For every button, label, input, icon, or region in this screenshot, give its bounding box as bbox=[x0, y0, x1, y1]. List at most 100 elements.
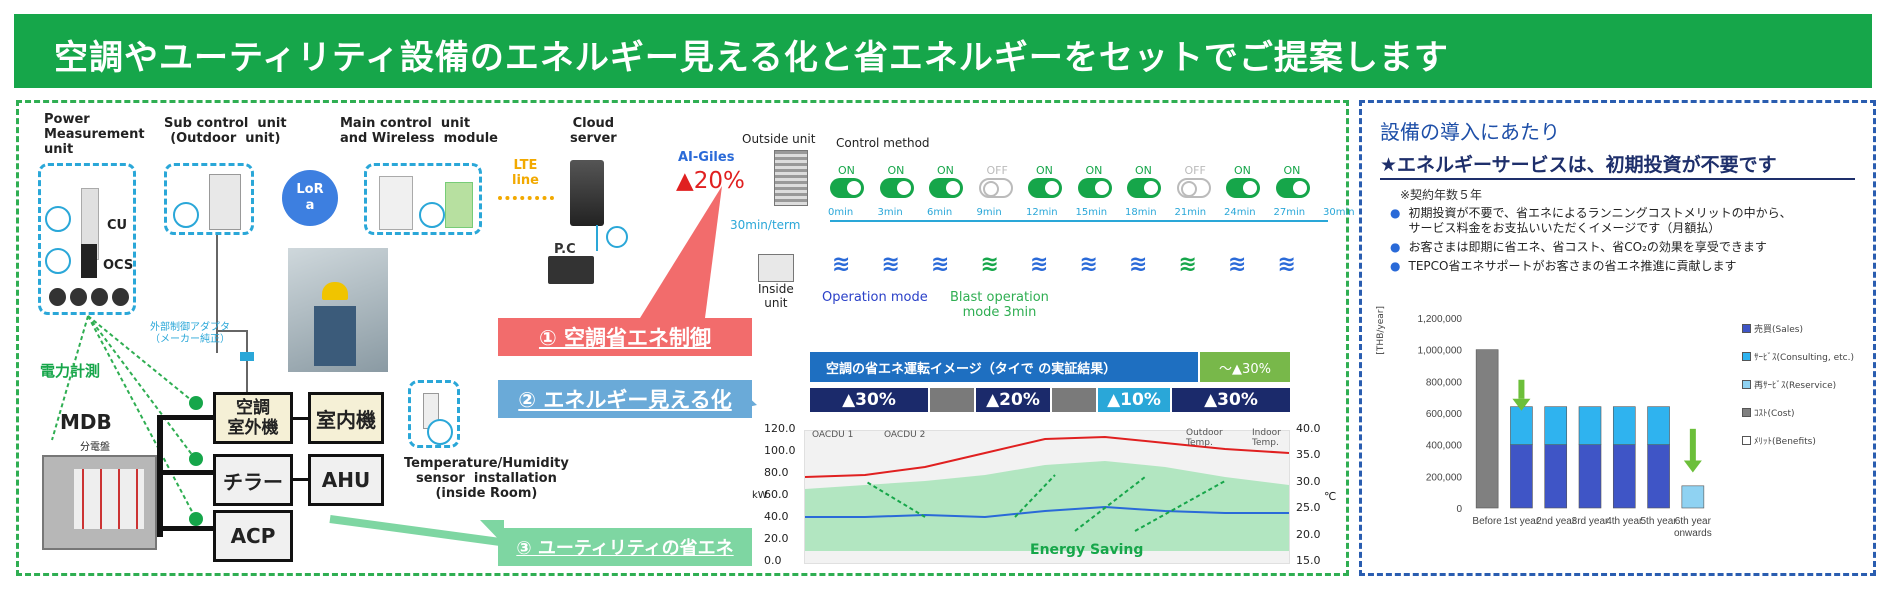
toggle-switch[interactable] bbox=[1176, 178, 1211, 198]
energy-saving-annotation: Energy Saving bbox=[1030, 542, 1144, 558]
toggle-switch[interactable] bbox=[1077, 178, 1112, 198]
legend-label: ｻｰﾋﾞｽ(Consulting, etc.) bbox=[1754, 353, 1854, 363]
bus-bar bbox=[157, 415, 163, 537]
pc-label: P.C bbox=[554, 242, 576, 257]
bar-segment bbox=[1647, 444, 1670, 509]
bullet-text: お客さまは即期に省エネ、省コスト、省CO₂の効果を享受できます bbox=[1408, 240, 1767, 254]
adapter-line-2 bbox=[246, 330, 248, 392]
toggle-switch[interactable] bbox=[830, 178, 864, 198]
bar-x-tick: 3rd year bbox=[1572, 516, 1609, 527]
bullet-item: ● 初期投資が不要で、省エネによるランニングコストメリットの中から、 サービス料金… bbox=[1390, 206, 1860, 236]
fan-icon: ≋ bbox=[881, 252, 900, 277]
time-tick: 18min bbox=[1125, 207, 1157, 218]
legend-label: ﾒﾘｯﾄ(Benefits) bbox=[1754, 437, 1816, 447]
legend-oacdu1: OACDU 1 bbox=[812, 430, 854, 440]
sub-control-label: Sub control unit (Outdoor unit) bbox=[164, 116, 287, 146]
right-heading: 設備の導入にあたり bbox=[1380, 120, 1560, 144]
mdb-panel bbox=[42, 455, 157, 550]
fan-icon: ≋ bbox=[931, 252, 950, 277]
saving-segment: ▲20% bbox=[976, 388, 1050, 412]
acp-box: ACP bbox=[213, 510, 293, 562]
callout-visualization: ② エネルギー見える化 bbox=[498, 380, 752, 418]
toggle-knob bbox=[1094, 181, 1109, 195]
worker-body bbox=[314, 306, 356, 366]
sub-control-device bbox=[209, 174, 241, 230]
image-panel-header: 空調の省エネ運転イメージ（タイで の実証結果） bbox=[810, 352, 1198, 382]
power-measurement-label: Power Measurement unit bbox=[44, 112, 145, 157]
toggle-knob bbox=[946, 181, 960, 195]
cost-bar-chart: 1,200,000 1,000,000 800,000 600,000 400,000 2… bbox=[1418, 314, 1712, 539]
plug-icon bbox=[419, 202, 445, 228]
plug-icon bbox=[45, 248, 71, 274]
time-tick: 21min bbox=[1174, 207, 1207, 218]
bar-x-tick: 1st year bbox=[1504, 516, 1540, 527]
bar-segment bbox=[1510, 444, 1533, 509]
outside-unit-icon bbox=[774, 150, 808, 206]
toggle-switch[interactable] bbox=[1275, 178, 1310, 198]
bullet-dot: ● bbox=[1390, 259, 1401, 273]
fan-icon: ≋ bbox=[1079, 252, 1098, 277]
bullet-text: 初期投資が不要で、省エネによるランニングコストメリットの中から、 サービス料金を… bbox=[1408, 206, 1792, 235]
meter-dot bbox=[189, 452, 203, 466]
toggle-state-label: ON bbox=[937, 164, 954, 177]
operation-mode-label: Operation mode bbox=[822, 290, 928, 305]
toggle-switch[interactable] bbox=[1028, 178, 1062, 198]
toggle-state-label: OFF bbox=[986, 164, 1008, 177]
bar-segment bbox=[1544, 444, 1568, 509]
contract-note: ※契約年数５年 bbox=[1400, 188, 1483, 202]
legend-swatch bbox=[1742, 352, 1751, 361]
fan-icon: ≋ bbox=[832, 252, 851, 277]
y-tick-label: 0.0 bbox=[764, 554, 782, 567]
bar-y-tick: 200,000 bbox=[1426, 472, 1463, 483]
toggle-switch[interactable] bbox=[1226, 178, 1260, 198]
y2-tick-label: 20.0 bbox=[1296, 527, 1321, 541]
toggle-switch[interactable] bbox=[978, 178, 1013, 198]
link-line bbox=[293, 478, 308, 481]
time-tick: 12min bbox=[1026, 207, 1058, 218]
plug-icon bbox=[427, 419, 453, 445]
toggle-state-label: OFF bbox=[1184, 164, 1206, 177]
page-title: 空調やユーティリティ設備のエネルギー見える化と省エネルギーをセットでご提案します bbox=[54, 38, 1449, 78]
legend-indoor: Indoor Temp. bbox=[1252, 428, 1281, 448]
bar-x-tick: onwards bbox=[1674, 528, 1712, 539]
time-tick: 27min bbox=[1273, 207, 1306, 218]
bar-x-tick: 6th year bbox=[1675, 516, 1712, 527]
toggle-knob bbox=[896, 181, 911, 195]
legend-swatch bbox=[1742, 324, 1751, 333]
toggle-switch[interactable] bbox=[929, 178, 963, 198]
legend-item: ﾒﾘｯﾄ(Benefits) bbox=[1742, 434, 1816, 447]
main-control-device bbox=[379, 176, 413, 230]
time-tick: 9min bbox=[976, 207, 1002, 218]
bar-segment bbox=[1647, 406, 1670, 445]
globe-icon bbox=[606, 226, 628, 248]
ac-indoor-unit-box: 室内機 bbox=[308, 392, 384, 444]
bus-line-3 bbox=[157, 526, 217, 531]
bar-segment bbox=[1578, 444, 1602, 509]
legend-oacdu2: OACDU 2 bbox=[884, 430, 926, 440]
bus-line-1 bbox=[157, 415, 217, 420]
decrease-arrow-head bbox=[1683, 460, 1702, 473]
toggle-knob bbox=[1045, 181, 1059, 195]
fan-icon: ≋ bbox=[1277, 252, 1296, 277]
outside-unit-label: Outside unit bbox=[742, 132, 816, 146]
fan-icon: ≋ bbox=[980, 252, 999, 277]
toggle-switch[interactable] bbox=[879, 178, 914, 198]
saving-percent: ▲20% bbox=[676, 168, 745, 194]
indoor-temp-line bbox=[805, 505, 1289, 519]
term-label: 30min/term bbox=[730, 218, 801, 232]
bar-x-tick: 2nd year bbox=[1536, 516, 1576, 527]
toggle-state-label: ON bbox=[1283, 164, 1301, 177]
toggle-switch[interactable] bbox=[1127, 178, 1161, 198]
legend-item: 再ｻｰﾋﾞｽ(Reservice) bbox=[1742, 378, 1836, 391]
right-subheading: ★エネルギーサービスは、初期投資が不要です bbox=[1380, 154, 1777, 176]
toggle-knob bbox=[1144, 181, 1158, 195]
bullet-item: ● お客さまは即期に省エネ、省コスト、省CO₂の効果を享受できます bbox=[1390, 240, 1860, 255]
legend-swatch bbox=[1742, 408, 1751, 417]
link-line bbox=[293, 417, 308, 420]
sensor-label: Temperature/Humidity sensor installation… bbox=[404, 456, 569, 501]
blast-mode-label: Blast operation mode 3min bbox=[950, 290, 1049, 320]
legend-label: 再ｻｰﾋﾞｽ(Reservice) bbox=[1754, 381, 1837, 391]
lte-label: LTE line bbox=[512, 158, 539, 188]
y-tick-label: 80.0 bbox=[764, 466, 789, 479]
laptop-icon bbox=[548, 256, 594, 284]
